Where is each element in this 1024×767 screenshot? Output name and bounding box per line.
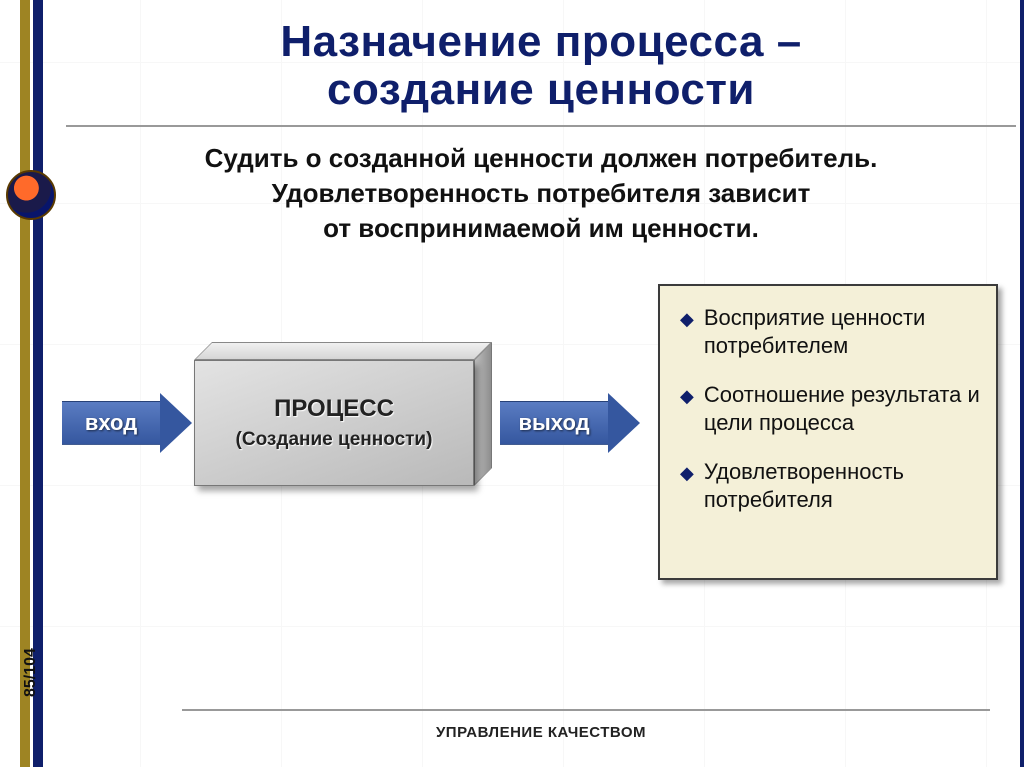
input-arrow-label: вход [62, 401, 160, 445]
title-line-2: создание ценности [327, 65, 755, 114]
logo-icon [6, 170, 56, 220]
process-diagram: вход ПРОЦЕСС (Создание ценности) выход ◆… [62, 276, 1020, 596]
bullet-text: Соотношение результата и цели процесса [704, 381, 984, 436]
slide-subtitle: Судить о созданной ценности должен потре… [62, 141, 1020, 276]
title-divider [66, 125, 1016, 127]
left-sidebar: 85/104 [0, 0, 62, 767]
slide-content: Назначение процесса – создание ценности … [62, 0, 1020, 767]
process-box-top-face [194, 342, 492, 360]
bullet-text: Удовлетворенность потребителя [704, 458, 984, 513]
diamond-icon: ◆ [680, 385, 694, 408]
process-title: ПРОЦЕСС [274, 395, 394, 423]
output-arrow: выход [500, 396, 640, 450]
subtitle-line-1: Судить о созданной ценности должен потре… [102, 141, 980, 176]
bullet-item: ◆ Соотношение результата и цели процесса [680, 381, 984, 436]
output-arrow-head-icon [608, 393, 640, 453]
bullet-item: ◆ Удовлетворенность потребителя [680, 458, 984, 513]
footer-divider [182, 709, 990, 711]
slide-title: Назначение процесса – создание ценности [62, 0, 1020, 125]
output-arrow-label: выход [500, 401, 608, 445]
input-arrow-head-icon [160, 393, 192, 453]
diamond-icon: ◆ [680, 308, 694, 331]
process-box: ПРОЦЕСС (Создание ценности) [194, 360, 474, 486]
input-arrow: вход [62, 396, 192, 450]
process-subtitle: (Создание ценности) [236, 429, 433, 451]
right-edge-stripe [1020, 0, 1024, 767]
title-line-1: Назначение процесса – [280, 17, 801, 66]
subtitle-line-2: Удовлетворенность потребителя зависит [102, 176, 980, 211]
bullets-box: ◆ Восприятие ценности потребителем ◆ Соотно… [658, 284, 998, 580]
process-box-side-face [474, 342, 492, 486]
footer-text: УПРАВЛЕНИЕ КАЧЕСТВОМ [62, 724, 1020, 741]
bullet-item: ◆ Восприятие ценности потребителем [680, 304, 984, 359]
page-counter: 85/104 [22, 648, 40, 697]
diamond-icon: ◆ [680, 462, 694, 485]
subtitle-line-3: от воспринимаемой им ценности. [102, 211, 980, 246]
bullet-text: Восприятие ценности потребителем [704, 304, 984, 359]
